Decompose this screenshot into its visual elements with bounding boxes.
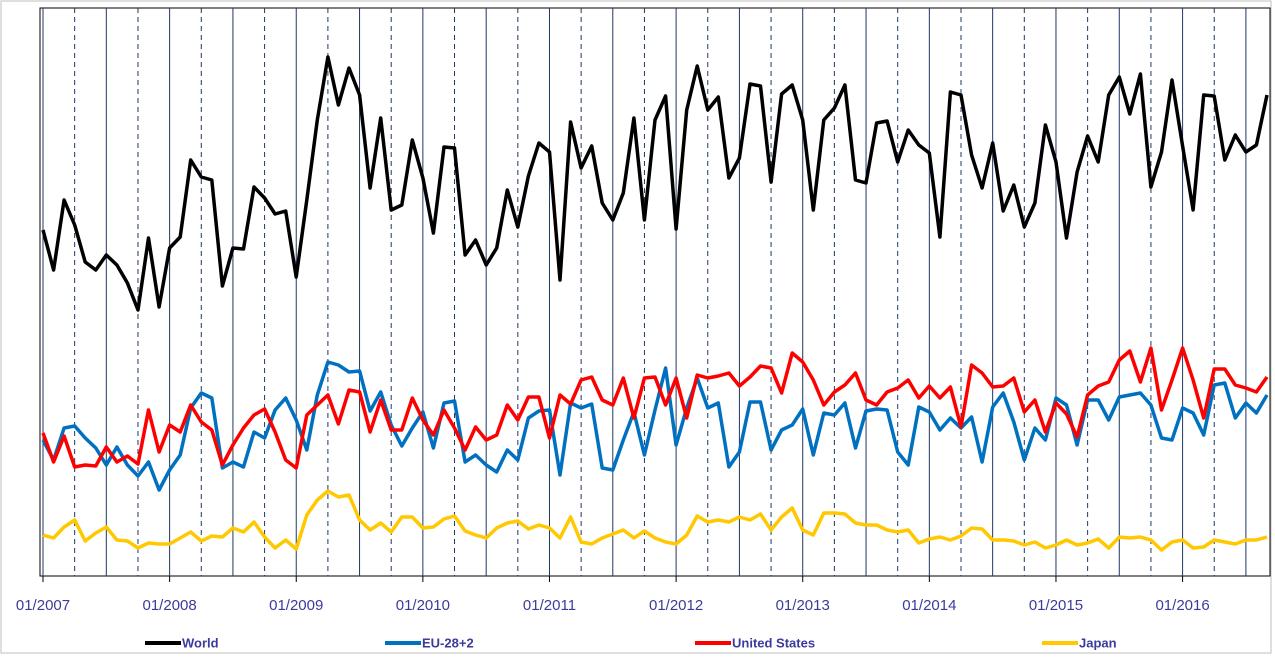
x-tick-label: 01/2008 [143, 597, 197, 614]
x-tick-label: 01/2007 [16, 597, 70, 614]
legend-label: EU-28+2 [422, 635, 474, 650]
x-tick-label: 01/2016 [1155, 597, 1209, 614]
x-tick-label: 01/2014 [902, 597, 956, 614]
legend-label: World [182, 635, 219, 650]
line-series [42, 489, 1268, 552]
plot-area [39, 7, 1271, 577]
x-tick-label: 01/2011 [523, 597, 576, 614]
line-series [41, 55, 1269, 312]
legend-label: United States [732, 635, 815, 650]
line-series [41, 346, 1269, 470]
legend-label: Japan [1079, 635, 1117, 650]
x-tick-label: 01/2015 [1029, 597, 1083, 614]
x-tick-label: 01/2012 [649, 597, 703, 614]
line-series [41, 360, 1269, 492]
x-tick-label: 01/2009 [269, 597, 323, 614]
x-tick-label: 01/2013 [776, 597, 830, 614]
x-tick-label: 01/2010 [396, 597, 450, 614]
